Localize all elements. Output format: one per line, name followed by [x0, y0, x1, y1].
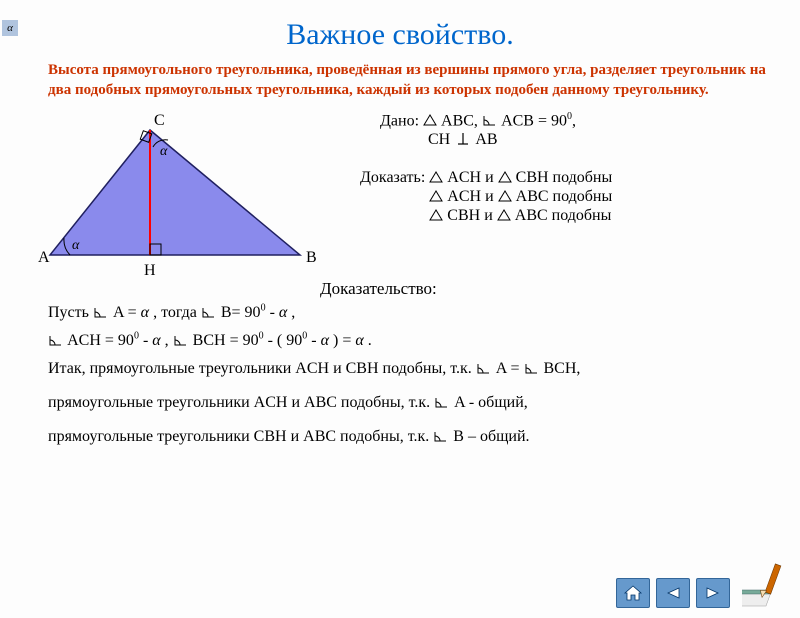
txt: B – общий. — [453, 428, 529, 445]
corner-alpha: α — [2, 20, 18, 36]
txt: . — [368, 332, 372, 349]
txt: , — [291, 304, 295, 321]
nav-buttons — [616, 578, 730, 608]
txt: ACH и — [447, 169, 497, 186]
given-block: Дано: ABC, ACB = 900, CH AB — [340, 111, 780, 151]
proof-body: Пусть A = α , тогда B= 900 - α , ACH = 9… — [0, 299, 800, 452]
angle-icon — [173, 328, 187, 355]
proof-line-1: Пусть A = α , тогда B= 900 - α , — [48, 299, 770, 327]
txt: ABC подобны — [516, 188, 613, 205]
txt: ) = — [333, 332, 355, 349]
svg-text:α: α — [72, 238, 80, 253]
home-icon — [623, 584, 643, 602]
txt: прямоугольные треугольники ACH и ABC под… — [48, 394, 434, 411]
home-button[interactable] — [616, 578, 650, 608]
triangle-figure: α α A B C H — [20, 105, 330, 285]
angle-icon — [48, 328, 62, 355]
angle-icon — [433, 424, 447, 451]
txt: - — [311, 332, 320, 349]
txt: ABC подобны — [515, 207, 612, 224]
triangle-icon — [497, 208, 511, 226]
perp-icon — [457, 132, 469, 151]
txt: Итак, прямоугольные треугольники ACH и C… — [48, 360, 476, 377]
txt: ABC, — [441, 112, 482, 129]
next-button[interactable] — [696, 578, 730, 608]
svg-text:H: H — [144, 262, 156, 279]
angle-icon — [434, 390, 448, 417]
theorem-text: Высота прямоугольного треугольника, пров… — [0, 60, 800, 101]
txt: BCH = 90 — [193, 332, 259, 349]
txt: - ( 90 — [268, 332, 303, 349]
triangle-icon — [429, 189, 443, 207]
triangle-icon — [429, 170, 443, 188]
txt: AB — [475, 131, 497, 148]
angle-icon — [201, 300, 215, 327]
txt: A = — [113, 304, 141, 321]
given-label: Дано: — [380, 112, 423, 129]
proof-line-4: прямоугольные треугольники ACH и ABC под… — [48, 389, 770, 417]
prev-button[interactable] — [656, 578, 690, 608]
txt: , тогда — [153, 304, 201, 321]
svg-text:C: C — [154, 112, 165, 129]
angle-icon — [524, 356, 538, 383]
angle-icon — [482, 113, 496, 131]
arrow-left-icon — [664, 585, 682, 601]
triangle-icon — [498, 170, 512, 188]
prove-label: Доказать: — [360, 169, 425, 186]
txt: ACH = 90 — [67, 332, 134, 349]
arrow-right-icon — [704, 585, 722, 601]
txt: ACB = 90 — [501, 112, 567, 129]
txt: ACH и — [447, 188, 497, 205]
triangle-icon — [498, 189, 512, 207]
txt: - — [143, 332, 152, 349]
page-title: Важное свойство. — [0, 18, 800, 52]
angle-icon — [476, 356, 490, 383]
txt: CH — [428, 131, 450, 148]
proof-line-5: прямоугольные треугольники CBH и ABC под… — [48, 423, 770, 451]
prove-block: Доказать: ACH и CBH подобны Доказать: AC… — [340, 169, 780, 226]
svg-text:α: α — [160, 144, 168, 159]
triangle-icon — [423, 113, 437, 131]
txt: CBH подобны — [516, 169, 613, 186]
angle-icon — [93, 300, 107, 327]
pencil-notebook-icon — [742, 562, 792, 612]
svg-text:A: A — [38, 249, 50, 266]
txt: BCH, — [544, 360, 581, 377]
txt: прямоугольные треугольники CBH и ABC под… — [48, 428, 433, 445]
txt: Пусть — [48, 304, 93, 321]
given-prove-column: Дано: ABC, ACB = 900, CH AB Доказать: AC… — [330, 105, 780, 285]
txt: , — [572, 112, 576, 129]
txt: , — [165, 332, 173, 349]
svg-text:B: B — [306, 249, 317, 266]
content-row: α α A B C H Дано: ABC, ACB = 900, CH AB … — [0, 105, 800, 285]
txt: A - общий, — [454, 394, 528, 411]
proof-line-2: ACH = 900 - α , BCH = 900 - ( 900 - α ) … — [48, 327, 770, 355]
txt: CBH и — [447, 207, 496, 224]
triangle-icon — [429, 208, 443, 226]
txt: - — [270, 304, 279, 321]
proof-line-3: Итак, прямоугольные треугольники ACH и C… — [48, 355, 770, 383]
txt: A = — [496, 360, 524, 377]
txt: B= 90 — [221, 304, 261, 321]
